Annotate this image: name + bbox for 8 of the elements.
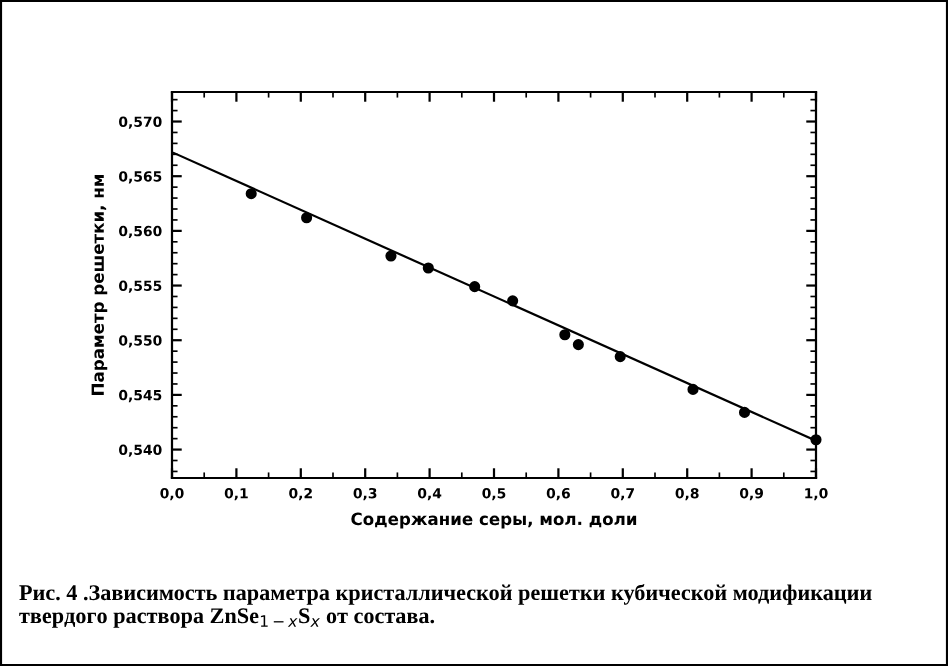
point: [559, 329, 571, 341]
text: Рис. 4 .Зависимость параметра кристаллической решетки кубической модификации твердого раствора ZnSe$_{1−x}$S$_{x}$ от состава.: [19, 584, 872, 628]
point: [385, 250, 397, 262]
point: [245, 188, 257, 200]
x-axis-title: Содержание серы, мол. доли: [351, 512, 637, 529]
point: [301, 212, 313, 224]
point: [572, 339, 584, 351]
y-axis-title: Параметр решетки, нм: [91, 174, 108, 395]
